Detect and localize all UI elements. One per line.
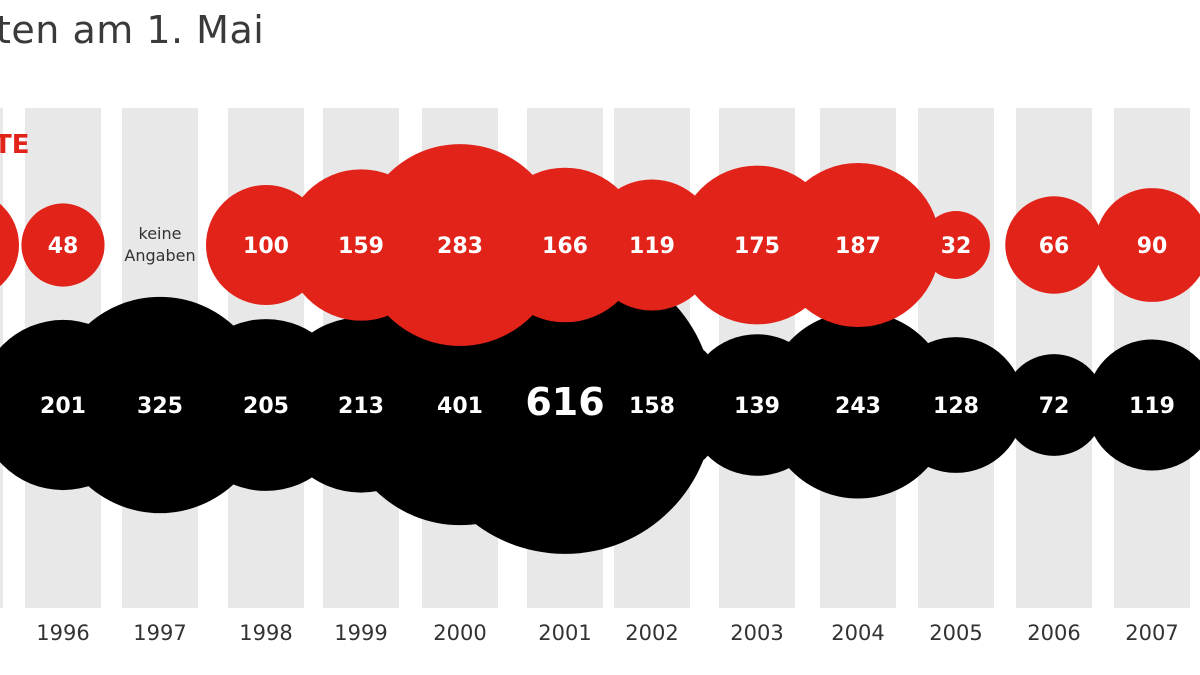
- year-tick-label: 2007: [1125, 621, 1178, 645]
- data-label-black: 119: [1129, 394, 1175, 419]
- year-axis: 1996 1997 1998 1999 2000 2001 2002 2003 2004 2005…: [36, 621, 1178, 645]
- data-label-black: 158: [629, 394, 675, 419]
- missing-data-label-line: Angaben: [124, 246, 195, 265]
- bubble-red: [0, 203, 19, 287]
- bubble-black: [888, 337, 1024, 473]
- bubble-red: [21, 203, 105, 287]
- data-label-red: 283: [437, 234, 483, 259]
- year-tick-label: 1997: [133, 621, 186, 645]
- year-tick-label: 2006: [1027, 621, 1080, 645]
- year-tick-label: 1999: [334, 621, 387, 645]
- data-label-black: 201: [40, 394, 86, 419]
- bubble-labels: 48 keine Angaben 100 159 283 166 119 175 187 32 66 9…: [40, 224, 1175, 424]
- bubble-red: [922, 211, 990, 279]
- year-tick-label: 1998: [239, 621, 292, 645]
- data-label-red: 119: [629, 234, 675, 259]
- data-label-black: 128: [933, 394, 979, 419]
- year-tick-label: 2004: [831, 621, 884, 645]
- data-label-red: 90: [1137, 234, 1168, 259]
- year-tick-label: 2005: [929, 621, 982, 645]
- data-label-red: 48: [48, 234, 79, 259]
- data-label-red: 175: [734, 234, 780, 259]
- bubble-red: [1095, 188, 1200, 302]
- data-label-black: 139: [734, 394, 780, 419]
- series-label-red: TE: [0, 130, 30, 160]
- data-label-black: 72: [1039, 394, 1070, 419]
- data-label-red: 187: [835, 234, 881, 259]
- bubble-black: [764, 311, 952, 499]
- year-tick-label: 2001: [538, 621, 591, 645]
- data-label-black: 213: [338, 394, 384, 419]
- data-label-black: 243: [835, 394, 881, 419]
- year-tick-label: 1996: [36, 621, 89, 645]
- data-label-red: 166: [542, 234, 588, 259]
- bubble-black: [1086, 339, 1200, 471]
- year-tick-label: 2000: [433, 621, 486, 645]
- chart-title: ten am 1. Mai: [0, 8, 265, 52]
- year-tick-label: 2003: [730, 621, 783, 645]
- bubble-red: [1005, 196, 1103, 294]
- data-label-black: 205: [243, 394, 289, 419]
- bubble-black: [1003, 354, 1105, 456]
- bubbles-red-series: [0, 144, 1200, 346]
- data-label-black-highlight: 616: [525, 380, 604, 424]
- data-label-black: 325: [137, 394, 183, 419]
- data-label-red: 66: [1039, 234, 1070, 259]
- missing-data-label-line: keine: [139, 224, 182, 243]
- data-label-black: 401: [437, 394, 483, 419]
- missing-data-label: keine Angaben: [124, 224, 195, 265]
- data-label-red: 100: [243, 234, 289, 259]
- year-tick-label: 2002: [625, 621, 678, 645]
- data-label-red: 159: [338, 234, 384, 259]
- bubble-black: [576, 329, 728, 481]
- bubble-red: [775, 162, 941, 328]
- data-label-red: 32: [941, 234, 972, 259]
